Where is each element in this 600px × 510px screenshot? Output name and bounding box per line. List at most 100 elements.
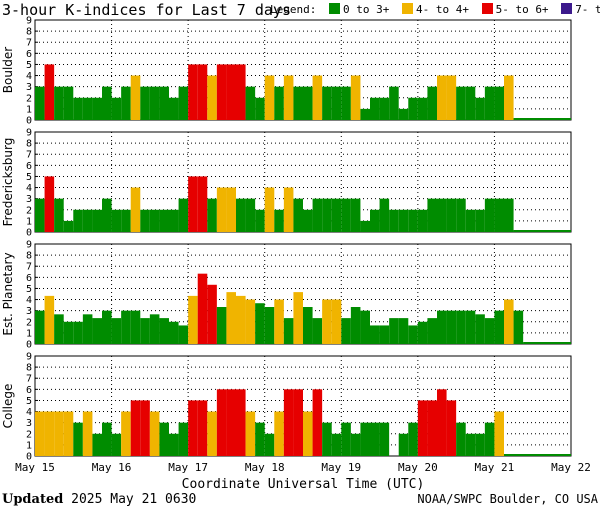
k-index-bar: [207, 411, 217, 456]
k-index-bar: [188, 176, 198, 232]
x-tick-label: May 16: [92, 461, 132, 474]
k-index-bar: [149, 86, 160, 120]
k-index-bar: [35, 411, 45, 456]
x-tick-label: May 22: [551, 461, 591, 474]
k-index-bar: [494, 86, 504, 120]
k-index-bar: [322, 198, 332, 232]
k-index-bar: [379, 198, 390, 232]
k-index-bar: [312, 318, 323, 344]
k-index-bar: [398, 108, 409, 120]
k-index-bar: [92, 97, 102, 120]
k-index-bar: [360, 108, 370, 120]
k-index-bar: [159, 86, 169, 120]
future-baseline: [513, 230, 571, 232]
k-index-bar: [484, 422, 495, 456]
x-tick-label: May 21: [475, 461, 515, 474]
y-tick-label: 4: [26, 295, 32, 306]
k-index-bar: [331, 86, 342, 120]
k-index-bar: [140, 209, 150, 232]
footer-credit: NOAA/SWPC Boulder, CO USA: [417, 492, 598, 506]
k-index-bar: [264, 433, 275, 456]
k-index-bar: [465, 209, 476, 232]
chart-title: 3-hour K-indices for Last 7 days: [2, 1, 291, 19]
k-index-bar: [178, 198, 189, 232]
panel-label-0: Boulder: [1, 47, 15, 94]
k-index-bar: [427, 400, 437, 456]
legend-text-2: 5- to 6+: [495, 3, 549, 16]
y-tick-label: 5: [26, 172, 32, 183]
updated-value: 2025 May 21 0630: [71, 492, 197, 507]
y-tick-label: 9: [26, 16, 32, 27]
k-index-bar: [44, 64, 55, 120]
k-index-bar: [264, 75, 275, 120]
k-index-bar: [245, 299, 256, 344]
k-index-bar: [341, 422, 351, 456]
y-tick-label: 6: [26, 161, 32, 172]
panel-label-2: Est. Planetary: [1, 252, 15, 335]
k-index-bar: [331, 299, 342, 344]
k-index-bar: [389, 318, 399, 344]
y-tick-label: 2: [26, 429, 32, 440]
k-index-bar: [149, 411, 160, 456]
k-index-bar: [159, 422, 169, 456]
k-index-bar: [82, 209, 93, 232]
k-index-bar: [322, 299, 332, 344]
k-index-bar: [73, 97, 83, 120]
k-index-bar: [341, 198, 351, 232]
k-index-bar: [82, 411, 93, 456]
y-tick-label: 7: [26, 262, 32, 273]
k-index-bar: [484, 318, 495, 344]
k-index-bar: [417, 321, 428, 344]
k-index-bar: [283, 389, 294, 456]
k-index-bar: [370, 209, 380, 232]
k-index-bar: [293, 86, 303, 120]
k-index-bar: [293, 389, 303, 456]
legend-swatch-2: [481, 3, 493, 14]
y-tick-label: 4: [26, 407, 32, 418]
y-tick-label: 6: [26, 273, 32, 284]
k-index-bar: [312, 75, 323, 120]
k-index-bar: [92, 433, 102, 456]
k-index-bar: [475, 433, 485, 456]
k-index-bar: [274, 209, 284, 232]
k-index-bar: [456, 310, 466, 344]
k-index-bar: [130, 75, 141, 120]
k-index-bar: [54, 314, 64, 344]
k-index-bar: [149, 209, 160, 232]
k-index-bar: [121, 86, 131, 120]
k-index-bar: [350, 307, 361, 344]
k-index-bar: [494, 411, 504, 456]
y-tick-label: 1: [26, 216, 32, 227]
k-index-bar: [188, 400, 198, 456]
k-index-bar: [293, 292, 303, 344]
k-index-bar: [389, 209, 399, 232]
panel-label-3: College: [1, 384, 15, 429]
k-index-bar: [360, 220, 370, 232]
k-index-bar: [188, 295, 198, 344]
k-index-bar: [437, 75, 447, 120]
k-index-bar: [360, 422, 370, 456]
y-tick-label: 4: [26, 71, 32, 82]
legend-swatch-1: [401, 3, 413, 14]
k-index-bar: [446, 198, 457, 232]
k-index-bar: [283, 75, 294, 120]
k-index-bar: [341, 318, 351, 344]
k-index-bar: [236, 198, 246, 232]
y-tick-label: 1: [26, 440, 32, 451]
k-index-bar: [274, 299, 284, 344]
k-index-bar: [437, 389, 447, 456]
future-baseline: [523, 342, 571, 344]
k-index-bar: [408, 97, 418, 120]
k-index-bar: [63, 86, 74, 120]
k-index-bar: [379, 422, 390, 456]
k-index-bar: [398, 433, 409, 456]
y-tick-label: 3: [26, 306, 32, 317]
k-index-bar: [216, 307, 227, 344]
k-index-bar: [379, 97, 390, 120]
k-index-bar: [456, 422, 466, 456]
k-index-bar: [274, 411, 284, 456]
k-index-bar: [245, 198, 256, 232]
legend-item-0: 0 to 3+: [323, 3, 396, 16]
y-tick-label: 2: [26, 93, 32, 104]
